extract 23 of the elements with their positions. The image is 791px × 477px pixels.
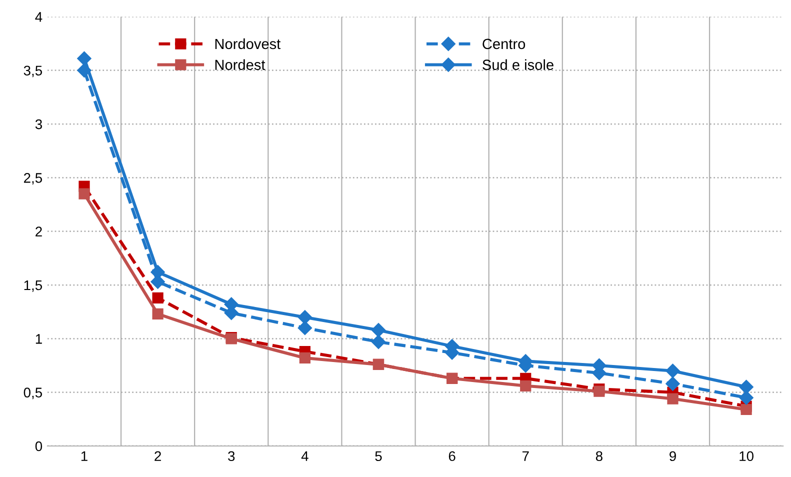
y-tick-label: 1,5	[24, 280, 42, 292]
legend-label: Nordest	[215, 59, 266, 70]
legend-label: Sud e isole	[482, 59, 554, 70]
x-tick-label: 10	[740, 451, 754, 462]
x-tick-label: 3	[228, 451, 235, 462]
x-tick-label: 6	[448, 451, 456, 462]
y-tick-label: 2	[36, 226, 42, 236]
x-tick-label: 5	[375, 451, 382, 462]
legend-label: Centro	[482, 38, 526, 50]
x-tick-label: 4	[301, 451, 308, 461]
x-tick-label: 1	[81, 451, 88, 461]
y-tick-label: 0,5	[24, 388, 42, 400]
y-tick-label: 3,5	[24, 66, 42, 78]
x-tick-label: 8	[596, 451, 602, 462]
y-tick-label: 2,5	[24, 173, 42, 184]
x-tick-label: 7	[522, 451, 529, 461]
legend-label: Nordovest	[215, 38, 281, 50]
x-tick-label: 2	[154, 451, 161, 461]
y-tick-label: 4	[35, 12, 42, 22]
x-tick-label: 9	[670, 451, 676, 462]
y-tick-label: 3	[35, 119, 42, 130]
y-tick-label: 1	[36, 334, 42, 344]
y-tick-label: 0	[35, 441, 42, 452]
